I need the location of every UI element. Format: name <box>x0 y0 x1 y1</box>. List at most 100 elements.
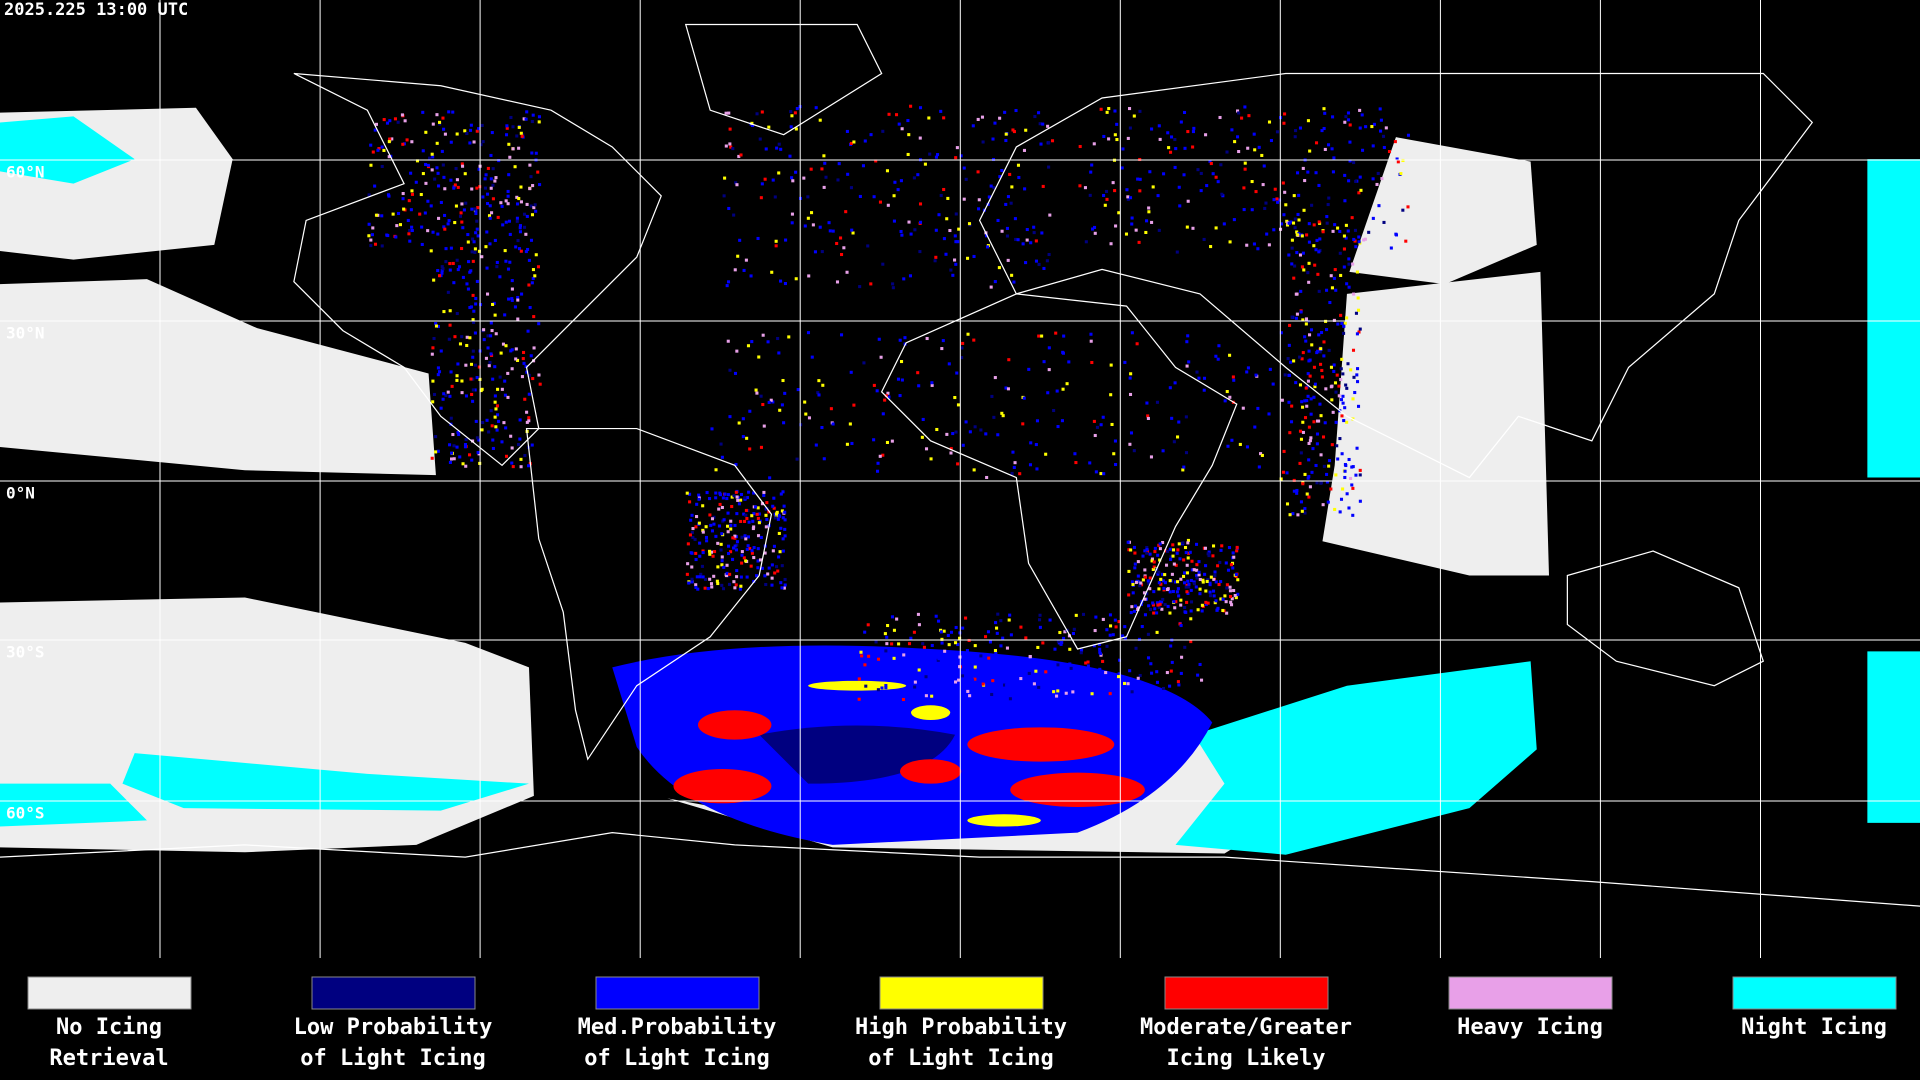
icing-pixel <box>1088 193 1092 197</box>
icing-pixel <box>470 187 474 191</box>
icing-pixel <box>484 173 488 177</box>
icing-pixel <box>1283 190 1287 194</box>
icing-pixel <box>1246 366 1250 370</box>
icing-pixel <box>713 550 717 554</box>
icing-pixel <box>732 494 736 498</box>
icing-pixel <box>759 394 763 398</box>
icing-pixel <box>1292 276 1296 280</box>
icing-pixel <box>878 200 883 204</box>
icing-pixel <box>380 164 384 169</box>
icing-pixel <box>831 422 835 426</box>
icing-pixel <box>537 373 541 377</box>
icing-pixel <box>1356 296 1360 300</box>
icing-pixel <box>1300 400 1304 404</box>
coastline <box>293 72 662 467</box>
icing-pixel <box>722 565 726 569</box>
icing-pixel <box>1265 232 1269 236</box>
icing-pixel <box>1028 655 1032 659</box>
icing-pixel <box>1153 550 1157 554</box>
icing-pixel <box>1259 452 1263 456</box>
icing-pixel <box>1310 343 1314 347</box>
icing-pixel <box>1329 487 1333 491</box>
icing-pixel <box>369 163 373 167</box>
icing-pixel <box>1260 153 1264 157</box>
icing-pixel <box>1316 272 1320 276</box>
icing-pixel <box>742 556 746 560</box>
icing-pixel <box>1068 647 1072 651</box>
icing-pixel <box>1345 420 1349 424</box>
icing-pixel <box>1004 202 1008 206</box>
icing-pixel <box>1279 331 1283 335</box>
icing-pixel <box>1187 585 1191 589</box>
icing-pixel <box>1371 144 1375 148</box>
icing-pixel <box>749 564 753 568</box>
icing-pixel <box>1134 228 1138 232</box>
icing-pixel <box>438 274 442 278</box>
icing-pixel <box>395 224 399 228</box>
icing-pixel <box>442 392 446 396</box>
icing-pixel <box>789 110 793 114</box>
icing-pixel <box>1163 603 1167 607</box>
icing-pixel <box>790 176 794 180</box>
icing-pixel <box>771 504 775 508</box>
icing-pixel <box>787 335 791 339</box>
icing-pixel <box>898 394 902 398</box>
icing-pixel <box>1121 634 1125 638</box>
icing-pixel <box>909 636 913 640</box>
icing-pixel <box>463 172 467 176</box>
icing-pixel <box>491 167 495 171</box>
icing-pixel <box>1294 129 1298 133</box>
icing-pixel <box>487 364 491 368</box>
icing-pixel <box>525 202 529 206</box>
icing-pixel <box>441 163 445 167</box>
icing-pixel <box>1183 546 1188 550</box>
icing-pixel <box>1126 197 1130 201</box>
icing-pixel <box>475 129 479 133</box>
icing-pixel <box>729 519 733 523</box>
icing-pixel <box>940 347 944 351</box>
icing-pixel <box>1334 390 1338 394</box>
icing-pixel <box>790 221 794 225</box>
icing-pixel <box>917 668 921 672</box>
icing-pixel <box>410 192 415 196</box>
icing-pixel <box>436 324 440 329</box>
icing-pixel <box>500 204 504 208</box>
icing-pixel <box>1309 328 1314 332</box>
icing-pixel <box>528 163 532 167</box>
icing-pixel <box>905 666 909 670</box>
icing-pixel <box>869 683 873 687</box>
icing-pixel <box>756 236 760 241</box>
icing-pixel <box>471 399 475 403</box>
icing-pixel <box>530 281 534 285</box>
icing-pixel <box>937 657 941 661</box>
icing-pixel <box>1037 334 1041 338</box>
icing-pixel <box>1173 606 1177 610</box>
icing-pixel <box>1399 172 1403 176</box>
icing-pixel <box>750 551 754 555</box>
icing-pixel <box>1004 132 1008 136</box>
icing-pixel <box>1155 611 1159 615</box>
icing-pixel <box>1099 472 1103 476</box>
icing-pixel <box>436 373 440 377</box>
icing-pixel <box>1214 175 1218 179</box>
icing-pixel <box>1005 646 1009 650</box>
icing-pixel <box>513 165 517 169</box>
icing-pixel <box>1138 177 1142 181</box>
icing-pixel <box>739 519 743 523</box>
icing-pixel <box>1233 140 1237 144</box>
icing-pixel <box>1162 586 1166 590</box>
icing-pixel <box>719 542 723 546</box>
icing-pixel <box>1117 658 1122 662</box>
icing-pixel <box>488 242 492 246</box>
icing-pixel <box>493 365 497 369</box>
icing-pixel <box>453 183 457 187</box>
icing-pixel <box>1177 594 1181 598</box>
icing-pixel <box>728 415 732 419</box>
icing-pixel <box>504 220 508 224</box>
icing-pixel <box>773 195 777 199</box>
icing-pixel <box>1298 429 1303 433</box>
icing-pixel <box>842 246 846 250</box>
icing-pixel <box>875 389 879 393</box>
icing-pixel <box>468 141 472 145</box>
icing-pixel <box>718 493 722 497</box>
